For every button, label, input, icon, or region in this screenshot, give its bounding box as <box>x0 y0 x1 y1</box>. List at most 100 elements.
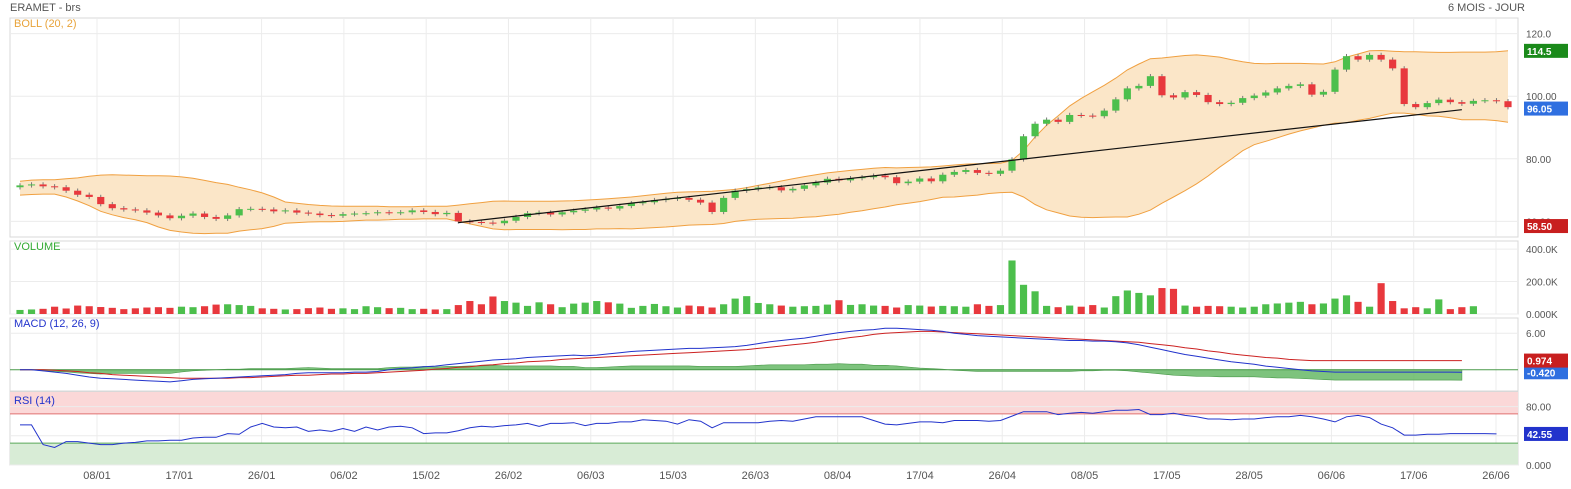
candle-body <box>281 210 289 212</box>
volume-bar <box>1031 291 1039 314</box>
y-tick-label-rsi: 80.00 <box>1526 403 1551 414</box>
candle-body <box>512 216 520 221</box>
candle-body <box>477 221 485 223</box>
volume-bar <box>270 308 278 314</box>
candle-body <box>1400 68 1408 105</box>
candle-body <box>62 187 70 191</box>
volume-bar <box>835 300 843 314</box>
candle-body <box>1089 115 1097 117</box>
candle-body <box>1066 114 1074 122</box>
last-value-text-rsi: 42.55 <box>1527 430 1552 441</box>
volume-bar <box>893 307 901 314</box>
volume-bar <box>51 306 59 314</box>
candle-body <box>489 222 497 224</box>
volume-bar <box>962 306 970 314</box>
volume-bar <box>1181 305 1189 314</box>
y-tick-label-rsi: 0.000 <box>1526 461 1551 472</box>
volume-bar <box>489 296 497 314</box>
x-tick-label: 06/02 <box>330 470 358 482</box>
x-tick-label: 08/01 <box>83 470 111 482</box>
period-label[interactable]: 6 MOIS - JOUR <box>1447 2 1525 14</box>
volume-bar <box>639 305 647 314</box>
candle-body <box>1100 110 1108 117</box>
volume-bar <box>1354 301 1362 314</box>
candle-body <box>1319 91 1328 95</box>
volume-bar <box>996 305 1005 314</box>
candle-body <box>1481 100 1489 102</box>
candle-body <box>166 215 174 219</box>
volume-bar <box>108 307 116 314</box>
volume-bar <box>766 304 774 314</box>
volume-bar <box>1043 305 1051 314</box>
candle-body <box>1469 100 1477 104</box>
rsi-label: RSI (14) <box>14 395 55 407</box>
candle-body <box>1019 136 1028 160</box>
candle-body <box>327 215 336 217</box>
candle-body <box>270 209 278 212</box>
candle-body <box>985 172 993 174</box>
last-value-tag-price <box>1524 219 1568 234</box>
candle-body <box>1158 76 1166 96</box>
volume-bar <box>916 305 924 314</box>
volume-bar <box>939 305 947 314</box>
candle-body <box>408 210 416 213</box>
last-value-text-macd: 0.974 <box>1527 357 1552 368</box>
x-tick-label: 26/02 <box>495 470 523 482</box>
candle-body <box>108 204 116 209</box>
volume-bar <box>800 306 808 314</box>
candle-body <box>973 170 981 173</box>
y-tick-label-price: 120.0 <box>1526 30 1551 41</box>
candle-body <box>1354 56 1362 60</box>
volume-bar <box>823 304 832 314</box>
last-value-tag-price <box>1524 43 1568 58</box>
volume-bar <box>247 305 255 314</box>
candle-body <box>962 170 970 172</box>
candle-body <box>558 212 566 215</box>
volume-bar <box>224 304 232 314</box>
candle-body <box>235 209 243 216</box>
volume-bar <box>512 302 520 314</box>
volume-bar <box>1216 306 1224 314</box>
candle-body <box>800 185 808 189</box>
volume-bar <box>131 308 139 314</box>
volume-bar <box>1169 288 1178 314</box>
candle-body <box>1446 99 1454 103</box>
candle-body <box>777 187 785 191</box>
macd-signal-line <box>20 330 1462 379</box>
candle-body <box>1123 88 1131 100</box>
volume-bar <box>754 302 762 314</box>
volume-bar <box>1100 307 1108 314</box>
candle-body <box>143 210 151 213</box>
candle-body <box>177 215 186 219</box>
last-value-text-price: 114.5 <box>1527 47 1552 58</box>
candle-body <box>916 178 924 182</box>
last-value-tag-rsi <box>1524 426 1568 441</box>
last-value-text-macd: -0.420 <box>1527 368 1556 379</box>
candle-body <box>120 208 128 210</box>
x-tick-label: 06/06 <box>1318 470 1346 482</box>
panel-frame-price <box>9 17 1519 238</box>
volume-bar <box>650 303 658 314</box>
candle-body <box>27 184 36 186</box>
candle-body <box>1435 99 1443 104</box>
candle-body <box>247 208 255 210</box>
volume-bar <box>535 302 543 314</box>
volume-bar <box>1158 288 1166 314</box>
x-tick-label: 26/03 <box>742 470 770 482</box>
volume-bar <box>293 309 301 314</box>
volume-bar <box>1331 298 1339 314</box>
volume-bar <box>1469 306 1477 314</box>
volume-bar <box>1435 299 1443 314</box>
candle-body <box>627 203 635 207</box>
macd-line <box>20 327 1462 383</box>
rsi-overbought-zone <box>10 392 1518 414</box>
x-tick-label: 28/05 <box>1235 470 1263 482</box>
last-value-tag-macd <box>1524 365 1568 380</box>
candle-body <box>650 200 658 203</box>
candle-body <box>1135 85 1143 89</box>
candle-body <box>431 211 439 215</box>
volume-bar <box>62 308 70 314</box>
candle-body <box>339 214 347 216</box>
candle-body <box>51 186 59 188</box>
